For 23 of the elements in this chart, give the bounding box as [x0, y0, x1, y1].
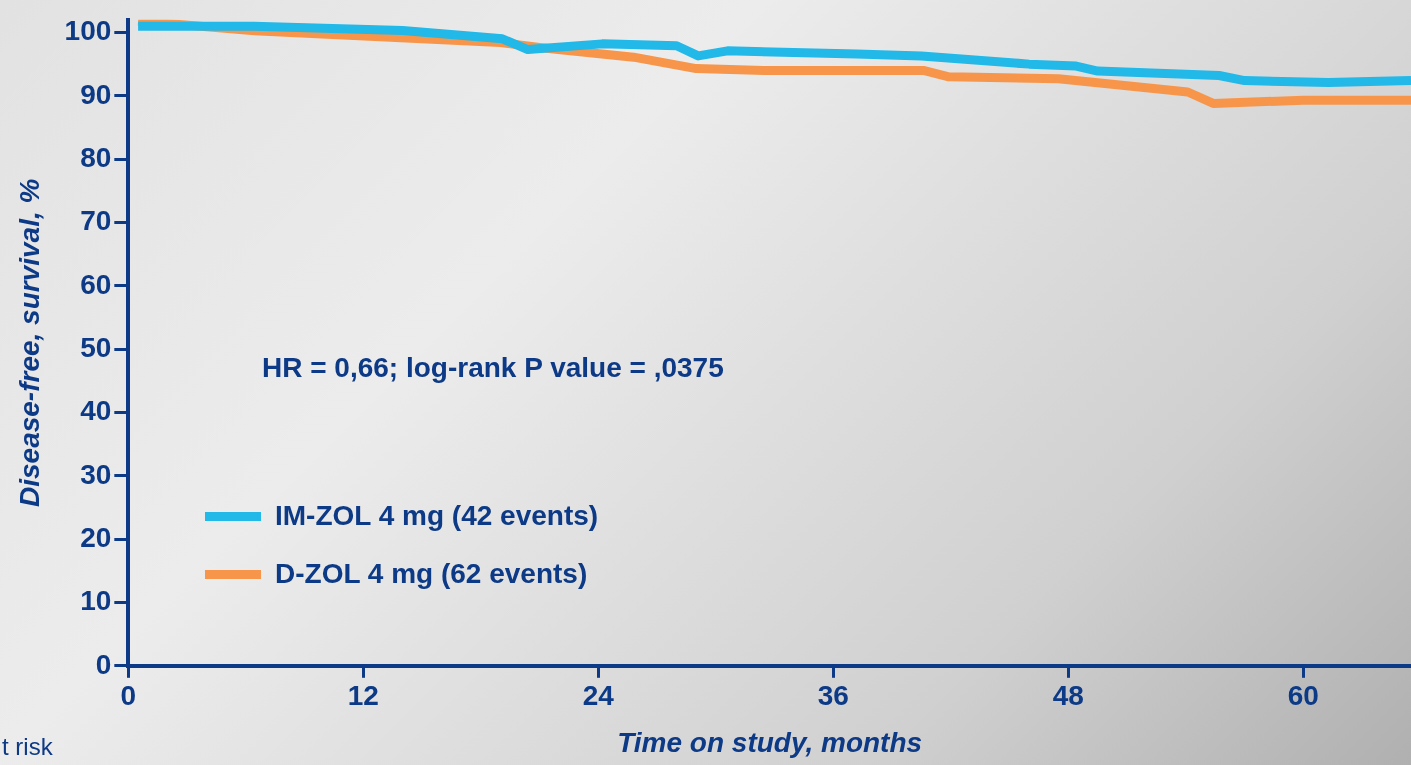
y-tick-label: 90 — [80, 78, 112, 110]
x-tick-label: 48 — [1052, 680, 1084, 712]
y-tick-label: 50 — [80, 331, 112, 363]
x-tick-label: 36 — [817, 680, 849, 712]
text: t risk — [2, 733, 53, 761]
y-tick-label: 70 — [80, 205, 112, 237]
y-tick-label: 60 — [80, 268, 112, 300]
y-tick-label: 80 — [80, 141, 112, 173]
y-tick-label: 30 — [80, 458, 112, 490]
legend-label: IM-ZOL 4 mg (42 events) — [275, 500, 599, 532]
legend-label: D-ZOL 4 mg (62 events) — [275, 558, 588, 590]
x-axis-title: Time on study, months — [617, 726, 923, 758]
annotation: HR = 0,66; log-rank P value = ,0375 — [262, 352, 724, 384]
y-tick-label: 40 — [80, 395, 112, 427]
y-tick-label: 0 — [95, 648, 112, 680]
x-tick-label: 12 — [347, 680, 379, 712]
y-tick-label: 10 — [80, 585, 112, 617]
y-tick-label: 20 — [80, 521, 112, 553]
x-tick-label: 60 — [1287, 680, 1319, 712]
x-tick-label: 0 — [120, 680, 137, 712]
y-tick-label: 100 — [64, 15, 112, 47]
y-axis-title: Disease-free, survival, % — [13, 178, 45, 508]
x-tick-label: 24 — [582, 680, 615, 712]
